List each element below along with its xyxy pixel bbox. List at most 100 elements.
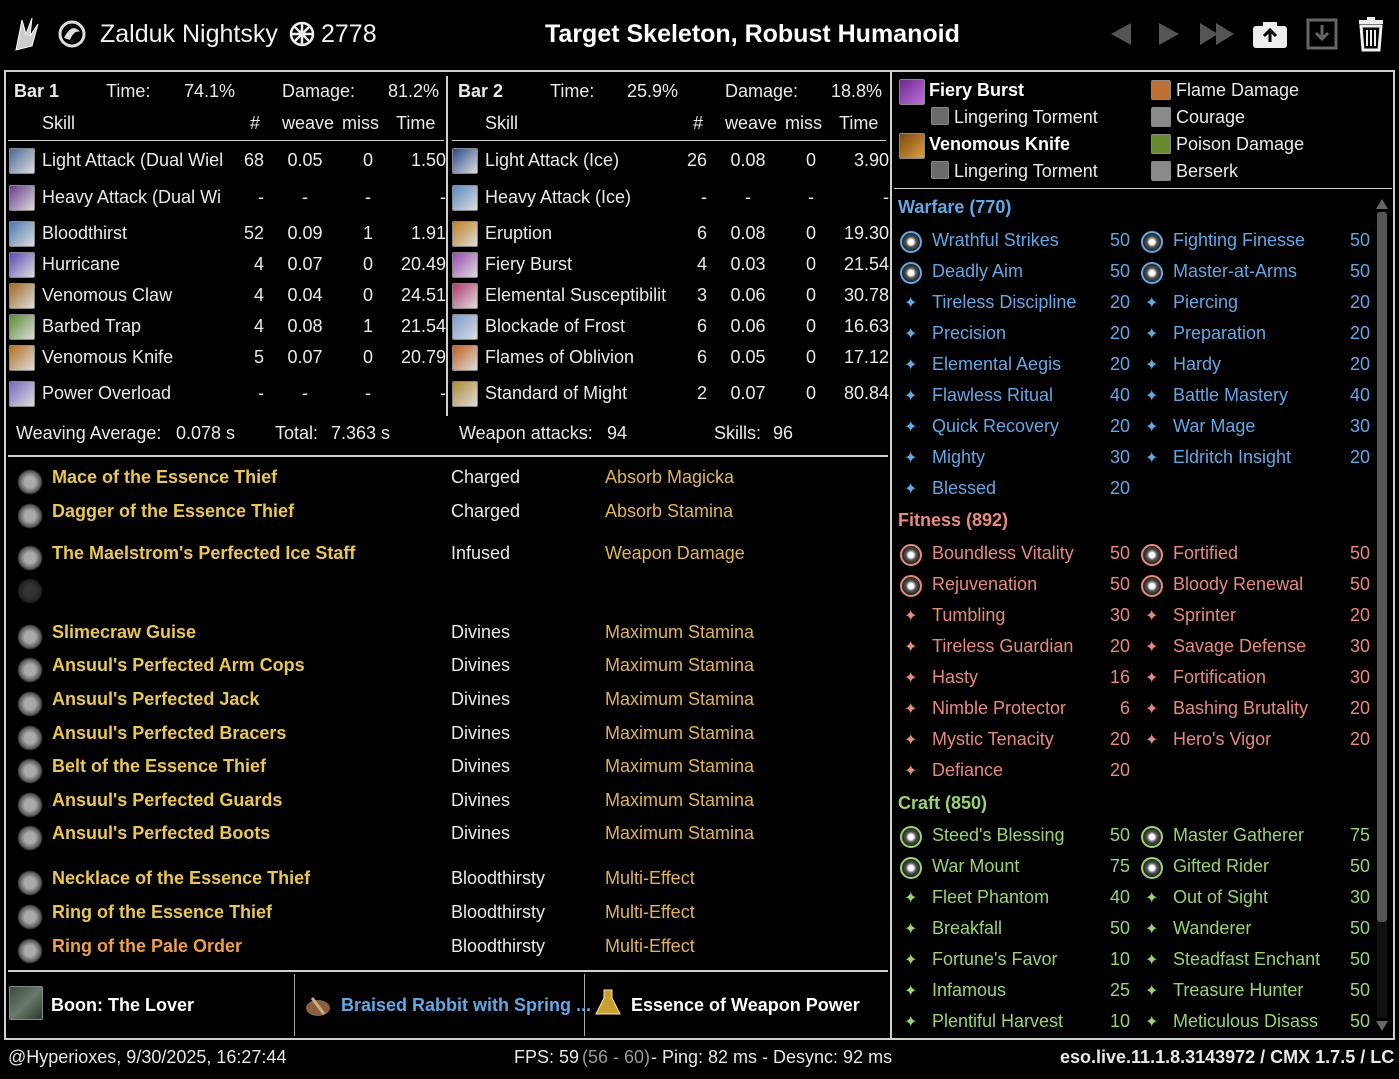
warfare-slotted-star-icon <box>900 262 922 284</box>
save-icon[interactable] <box>1302 14 1342 54</box>
warfare-skill[interactable]: Deadly Aim <box>932 261 1024 281</box>
scroll-down-icon[interactable] <box>1376 1020 1388 1032</box>
warfare-skill[interactable]: Quick Recovery <box>932 416 1060 436</box>
bar1-header-divider <box>8 140 444 141</box>
bar1-cell-count: - <box>258 383 264 403</box>
gear-name[interactable]: Ansuul's Perfected Guards <box>52 790 283 810</box>
craft-skill[interactable]: Steadfast Enchant <box>1173 949 1321 969</box>
gear-name[interactable]: Slimecraw Guise <box>52 622 197 642</box>
scrollbar-thumb[interactable] <box>1377 212 1387 922</box>
fitness-skill[interactable]: Tumbling <box>932 605 1006 625</box>
craft-skill[interactable]: Out of Sight <box>1173 887 1269 907</box>
warfare-skill[interactable]: Precision <box>932 323 1007 343</box>
warfare-star-icon: ✦ <box>904 419 918 436</box>
warfare-skill[interactable]: War Mage <box>1173 416 1256 436</box>
warfare-skill[interactable]: Preparation <box>1173 323 1267 343</box>
fitness-skill[interactable]: Hero's Vigor <box>1173 729 1272 749</box>
gear-slot-icon <box>17 657 43 683</box>
fitness-skill[interactable]: Defiance <box>932 760 1004 780</box>
craft-skill[interactable]: War Mount <box>932 856 1020 876</box>
warfare-skill[interactable]: Mighty <box>932 447 986 467</box>
trash-icon[interactable] <box>1351 14 1391 54</box>
warfare-skill[interactable]: Fighting Finesse <box>1173 230 1306 250</box>
class-icon <box>12 16 42 52</box>
scroll-up-icon[interactable] <box>1376 196 1388 209</box>
craft-skill[interactable]: Plentiful Harvest <box>932 1011 1064 1031</box>
bar1-cell-time: 21.54 <box>400 316 446 336</box>
craft-skill[interactable]: Fleet Phantom <box>932 887 1050 907</box>
fast-forward-icon[interactable] <box>1198 14 1238 54</box>
fitness-skill[interactable]: Boundless Vitality <box>932 543 1074 563</box>
next-icon[interactable] <box>1150 14 1190 54</box>
bar2-cell-count: 6 <box>696 316 707 336</box>
warfare-skill[interactable]: Blessed <box>932 478 997 498</box>
warfare-skill[interactable]: Tireless Discipline <box>932 292 1077 312</box>
fitness-skill[interactable]: Nimble Protector <box>932 698 1067 718</box>
player-name: Zalduk Nightsky <box>100 20 278 48</box>
gear-trait: Charged <box>451 501 521 521</box>
gear-name[interactable]: Mace of the Essence Thief <box>52 467 278 487</box>
cp-divider <box>894 188 1392 189</box>
craft-skill[interactable]: Breakfall <box>932 918 1003 938</box>
warfare-skill[interactable]: Battle Mastery <box>1173 385 1289 405</box>
warfare-skill[interactable]: Piercing <box>1173 292 1239 312</box>
gear-name[interactable]: Ring of the Pale Order <box>52 936 243 956</box>
slotted-skill-1-sub: Lingering Torment <box>954 107 1098 127</box>
gear-name[interactable]: Ansuul's Perfected Arm Cops <box>52 655 305 675</box>
warfare-star-icon: ✦ <box>1145 357 1159 374</box>
warfare-skill[interactable]: Flawless Ritual <box>932 385 1054 405</box>
craft-star-icon: ✦ <box>1145 890 1159 907</box>
fitness-skill[interactable]: Mystic Tenacity <box>932 729 1054 749</box>
warfare-skill[interactable]: Master-at-Arms <box>1173 261 1298 281</box>
bar2-skill-icon <box>452 185 478 211</box>
gear-name[interactable]: Necklace of the Essence Thief <box>52 868 311 888</box>
craft-skill[interactable]: Fortune's Favor <box>932 949 1058 969</box>
gear-name[interactable]: Ansuul's Perfected Bracers <box>52 723 287 743</box>
gear-trait: Bloodthirsty <box>451 868 546 888</box>
warfare-star-icon: ✦ <box>904 388 918 405</box>
fitness-skill[interactable]: Tireless Guardian <box>932 636 1074 656</box>
gear-name[interactable]: Dagger of the Essence Thief <box>52 501 295 521</box>
gear-enchant: Weapon Damage <box>605 543 745 563</box>
fitness-skill[interactable]: Fortified <box>1173 543 1239 563</box>
craft-skill[interactable]: Treasure Hunter <box>1173 980 1304 1000</box>
craft-skill[interactable]: Wanderer <box>1173 918 1252 938</box>
bar2-cell-count: 6 <box>696 223 707 243</box>
bar2-skill-name: Blockade of Frost <box>485 316 626 336</box>
gear-name[interactable]: Ansuul's Perfected Boots <box>52 823 271 843</box>
slotted-skill-2: Venomous Knife <box>929 134 1071 154</box>
gear-name[interactable]: Belt of the Essence Thief <box>52 756 267 776</box>
warfare-skill[interactable]: Elemental Aegis <box>932 354 1062 374</box>
warfare-skill[interactable]: Hardy <box>1173 354 1222 374</box>
fitness-skill[interactable]: Savage Defense <box>1173 636 1307 656</box>
bar2-cell-time: 80.84 <box>843 383 889 403</box>
gear-name[interactable]: Ring of the Essence Thief <box>52 902 273 922</box>
bar1-col-time: Time <box>396 113 436 133</box>
craft-skill[interactable]: Infamous <box>932 980 1007 1000</box>
fitness-star-icon: ✦ <box>904 701 918 718</box>
craft-skill[interactable]: Gifted Rider <box>1173 856 1270 876</box>
scrollbar[interactable] <box>1374 196 1390 1034</box>
bar2-cell-miss: 0 <box>805 254 816 274</box>
slotted-skill-2-sub: Lingering Torment <box>954 161 1098 181</box>
upload-icon[interactable] <box>1250 14 1290 54</box>
warfare-skill[interactable]: Wrathful Strikes <box>932 230 1059 250</box>
fitness-points: 20 <box>1350 698 1371 718</box>
fitness-skill[interactable]: Bloody Renewal <box>1173 574 1304 594</box>
gear-name[interactable]: The Maelstrom's Perfected Ice Staff <box>52 543 356 563</box>
fitness-skill[interactable]: Rejuvenation <box>932 574 1038 594</box>
fitness-skill[interactable]: Bashing Brutality <box>1173 698 1309 718</box>
craft-skill[interactable]: Steed's Blessing <box>932 825 1065 845</box>
craft-points: 10 <box>1110 1011 1131 1031</box>
craft-skill[interactable]: Master Gatherer <box>1173 825 1305 845</box>
bar2-col-miss: miss <box>785 113 822 133</box>
warfare-points: 20 <box>1110 292 1131 312</box>
warfare-slotted-star-icon <box>1141 262 1163 284</box>
fitness-skill[interactable]: Hasty <box>932 667 979 687</box>
fitness-skill[interactable]: Fortification <box>1173 667 1267 687</box>
previous-icon[interactable] <box>1100 14 1140 54</box>
craft-skill[interactable]: Meticulous Disass <box>1173 1011 1319 1031</box>
gear-name[interactable]: Ansuul's Perfected Jack <box>52 689 260 709</box>
warfare-skill[interactable]: Eldritch Insight <box>1173 447 1292 467</box>
fitness-skill[interactable]: Sprinter <box>1173 605 1237 625</box>
